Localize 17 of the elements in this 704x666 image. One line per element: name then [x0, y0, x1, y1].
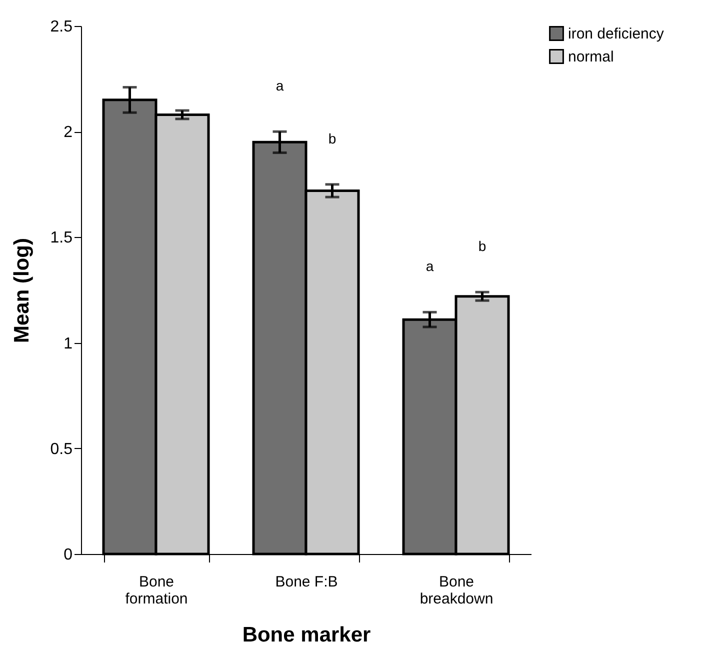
annotation: a [276, 78, 284, 94]
legend-label: iron deficiency [568, 26, 664, 42]
y-axis-title: Mean (log) [10, 238, 34, 343]
y-tick-label: 2 [64, 124, 73, 142]
y-tick-label: 1 [64, 335, 73, 352]
y-tick-label: 0 [64, 546, 73, 564]
x-axis-title: Bone marker [242, 624, 371, 646]
x-tick-label: Bone breakdown [420, 574, 494, 608]
y-tick-label: 2.5 [50, 18, 73, 36]
legend-label: normal [568, 48, 614, 66]
y-tick-label: 0.5 [50, 440, 73, 458]
x-tick-label: Bone F:B [275, 574, 338, 590]
annotation: b [478, 238, 486, 254]
x-tick-label: Bone formation [125, 574, 188, 608]
annotation: a [426, 258, 434, 274]
y-tick-label: 1.5 [50, 230, 73, 247]
annotation: b [328, 130, 336, 146]
